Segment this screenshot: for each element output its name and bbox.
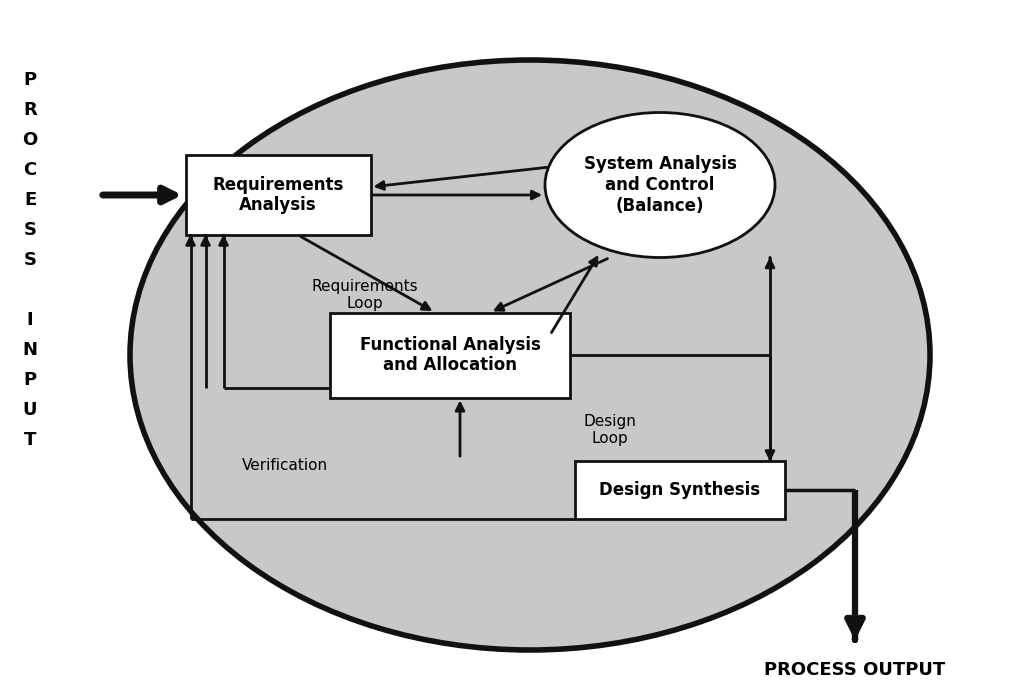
Text: E: E: [24, 191, 36, 209]
Text: Requirements
Analysis: Requirements Analysis: [213, 176, 344, 214]
Text: Design
Loop: Design Loop: [583, 414, 636, 446]
Text: S: S: [24, 221, 37, 239]
Text: System Analysis
and Control
(Balance): System Analysis and Control (Balance): [583, 155, 737, 215]
FancyBboxPatch shape: [575, 461, 785, 519]
Text: Functional Analysis
and Allocation: Functional Analysis and Allocation: [359, 335, 540, 375]
Ellipse shape: [545, 113, 775, 258]
Text: R: R: [24, 101, 37, 119]
Text: T: T: [24, 431, 36, 449]
Text: P: P: [24, 71, 37, 89]
Text: I: I: [27, 311, 34, 329]
Text: Requirements
Loop: Requirements Loop: [312, 279, 418, 312]
Ellipse shape: [130, 60, 930, 650]
FancyBboxPatch shape: [185, 155, 370, 235]
Text: O: O: [23, 131, 38, 149]
Text: PROCESS OUTPUT: PROCESS OUTPUT: [764, 661, 945, 679]
Text: Design Synthesis: Design Synthesis: [599, 481, 760, 499]
FancyBboxPatch shape: [330, 312, 570, 398]
Text: Verification: Verification: [241, 458, 328, 472]
Text: N: N: [23, 341, 38, 359]
Text: P: P: [24, 371, 37, 389]
Text: C: C: [24, 161, 37, 179]
Text: U: U: [23, 401, 37, 419]
Text: S: S: [24, 251, 37, 269]
